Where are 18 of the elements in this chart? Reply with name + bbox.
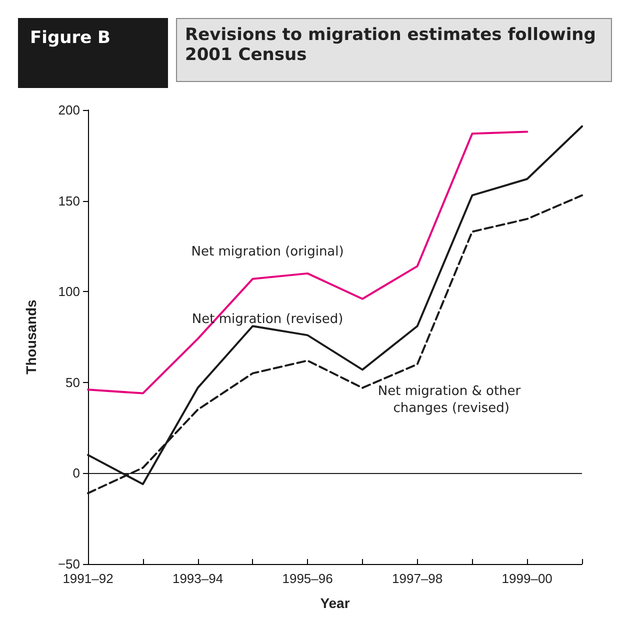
x-tick-label: 1993–94 <box>172 571 224 586</box>
y-tick-label: 0 <box>72 466 80 481</box>
series-label: Net migration (original) <box>191 244 344 260</box>
x-tick-label: 1995–96 <box>282 571 333 586</box>
x-tick-label: 1999–00 <box>502 571 552 586</box>
x-axis-title: Year <box>320 595 350 611</box>
y-tick-label: 50 <box>66 374 80 390</box>
x-tick-label: 1991–92 <box>62 571 114 586</box>
chart-title: Revisions to migration estimates following 2001 Census <box>176 18 612 82</box>
y-tick-label: 100 <box>58 284 80 300</box>
x-tick-label: 1997–98 <box>392 571 443 586</box>
y-axis-title: Thousands <box>23 299 39 374</box>
series-label: Net migration (revised) <box>192 312 344 328</box>
y-tick-label: 200 <box>58 102 80 118</box>
y-tick-label: −50 <box>58 556 80 572</box>
chart-subtitle: Figure B <box>18 18 168 88</box>
series-label: Net migration & other changes (revised) <box>378 384 525 416</box>
y-tick-label: 150 <box>58 193 80 208</box>
